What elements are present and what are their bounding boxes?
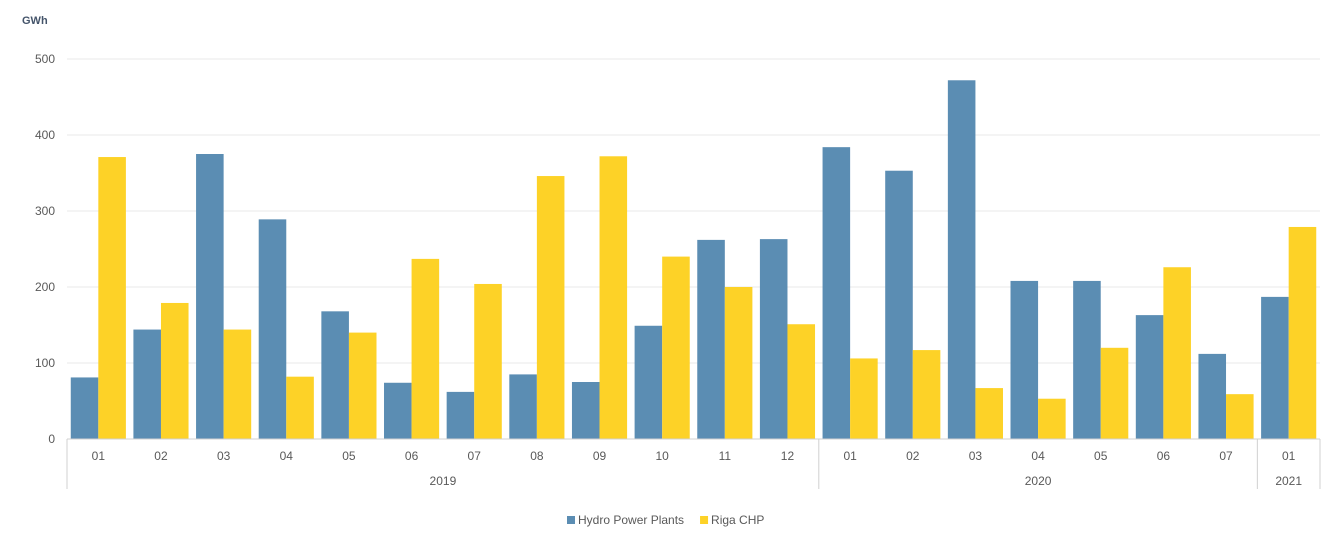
x-tick-label: 01	[92, 449, 106, 463]
y-axis-unit-label: GWh	[22, 15, 48, 27]
bar-hydro	[1261, 296, 1289, 439]
x-group-label: 2020	[1025, 474, 1052, 488]
x-tick-label: 02	[154, 449, 168, 463]
gridlines	[67, 58, 1320, 364]
bar-riga-chp	[474, 283, 502, 439]
bar-hydro	[885, 170, 913, 439]
legend-label: Riga CHP	[711, 513, 764, 527]
x-tick-label: 07	[1219, 449, 1233, 463]
bar-riga-chp	[1226, 394, 1254, 439]
x-tick-label: 07	[468, 449, 482, 463]
bars	[70, 80, 1317, 440]
bar-riga-chp	[787, 324, 816, 439]
bar-riga-chp	[536, 176, 565, 440]
bar-hydro	[759, 239, 788, 439]
bar-riga-chp	[975, 388, 1003, 439]
bar-hydro	[947, 80, 976, 439]
x-group-label: 2021	[1275, 474, 1302, 488]
x-tick-label: 05	[1094, 449, 1108, 463]
bar-hydro	[133, 329, 161, 439]
bar-riga-chp	[1100, 347, 1129, 439]
x-tick-label: 05	[342, 449, 356, 463]
x-tick-label: 04	[280, 449, 294, 463]
x-group-label: 2019	[430, 474, 457, 488]
bar-hydro	[1073, 280, 1101, 439]
x-tick-label: 01	[1282, 449, 1296, 463]
y-tick-label: 200	[35, 280, 55, 294]
bar-riga-chp	[724, 287, 753, 439]
x-tick-label: 01	[843, 449, 857, 463]
bar-hydro	[384, 382, 412, 439]
x-tick-label: 03	[217, 449, 231, 463]
y-tick-label: 0	[48, 432, 55, 446]
bar-riga-chp	[98, 157, 126, 440]
bar-hydro	[822, 147, 851, 439]
y-tick-label: 100	[35, 356, 55, 370]
bar-hydro	[1135, 315, 1164, 439]
x-tick-label: 04	[1031, 449, 1045, 463]
bar-hydro	[634, 325, 663, 439]
x-tick-label: 06	[405, 449, 419, 463]
bar-hydro	[571, 382, 600, 439]
bar-hydro	[446, 391, 475, 439]
x-tick-label: 02	[906, 449, 920, 463]
bar-hydro	[196, 154, 224, 439]
bar-hydro	[697, 239, 725, 439]
x-tick-label: 11	[719, 449, 732, 463]
bar-riga-chp	[912, 350, 941, 439]
bar-riga-chp	[223, 329, 252, 439]
bar-riga-chp	[411, 258, 440, 439]
bar-riga-chp	[1288, 226, 1317, 439]
x-tick-label: 03	[969, 449, 983, 463]
bar-hydro	[1010, 280, 1039, 439]
bar-hydro	[1198, 353, 1227, 439]
bar-riga-chp	[662, 256, 690, 439]
bar-riga-chp	[1038, 398, 1066, 439]
bar-hydro	[70, 377, 99, 439]
bar-riga-chp	[850, 358, 878, 439]
bar-hydro	[258, 219, 287, 439]
bar-riga-chp	[599, 156, 628, 439]
x-tick-label: 06	[1157, 449, 1171, 463]
x-tick-label: 08	[530, 449, 544, 463]
y-axis-ticks: 0 100 200 300 400 500	[35, 52, 55, 446]
y-tick-label: 400	[35, 128, 55, 142]
y-tick-label: 300	[35, 204, 55, 218]
bar-riga-chp	[1163, 267, 1191, 439]
x-tick-label: 10	[655, 449, 669, 463]
x-tick-label: 09	[593, 449, 607, 463]
legend-label: Hydro Power Plants	[578, 513, 684, 527]
bar-riga-chp	[286, 376, 314, 439]
y-tick-label: 500	[35, 52, 55, 66]
legend-swatch	[700, 516, 709, 524]
legend: Hydro Power Plants Riga CHP	[567, 513, 764, 527]
bar-riga-chp	[160, 302, 189, 439]
bar-hydro	[509, 374, 537, 439]
bar-hydro	[321, 311, 349, 439]
bar-riga-chp	[348, 332, 377, 439]
legend-swatch	[567, 516, 575, 524]
x-axis: 01 02 03 04 05 06 07 08 09 10 11 12 2019 01 02 03 04 05 06…	[66, 438, 1321, 489]
x-tick-label: 12	[781, 449, 795, 463]
